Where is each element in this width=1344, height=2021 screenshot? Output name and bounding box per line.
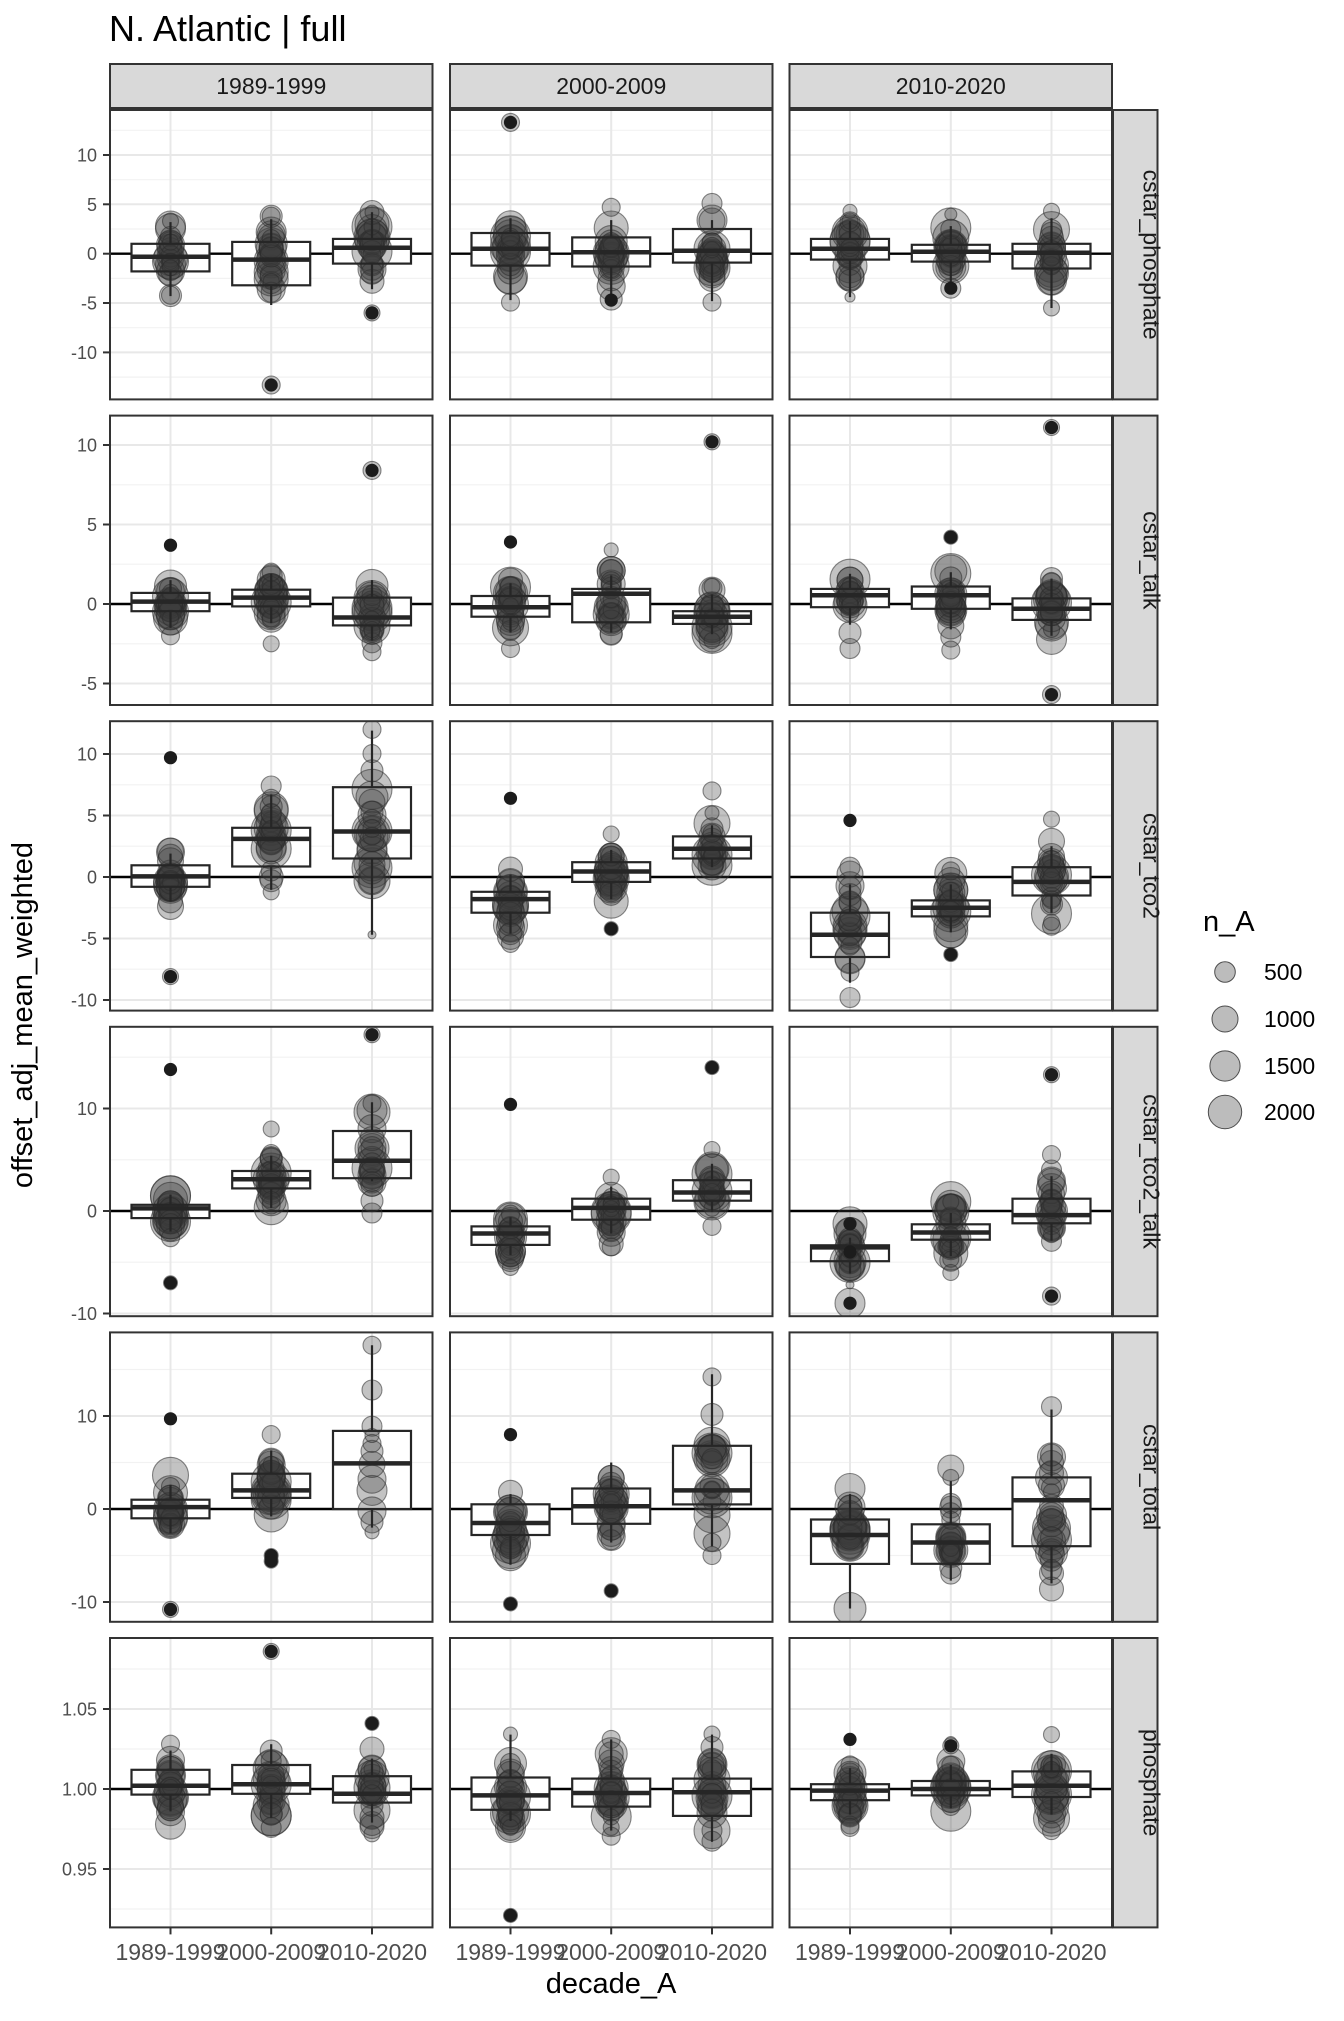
svg-text:2000: 2000 [1264,1099,1315,1125]
svg-text:10: 10 [77,146,97,166]
svg-text:10: 10 [77,745,97,765]
svg-text:1989-1999: 1989-1999 [216,73,326,99]
svg-text:2010-2020: 2010-2020 [896,73,1006,99]
svg-text:5: 5 [87,806,97,826]
svg-text:-10: -10 [71,343,97,363]
svg-text:2000-2009: 2000-2009 [556,1939,666,1965]
svg-text:0: 0 [87,595,97,615]
svg-text:10: 10 [77,436,97,456]
svg-text:5: 5 [87,515,97,535]
svg-text:0: 0 [87,244,97,264]
svg-text:1989-1999: 1989-1999 [795,1939,905,1965]
svg-text:1000: 1000 [1264,1006,1315,1032]
svg-text:-5: -5 [81,674,97,694]
svg-text:1989-1999: 1989-1999 [116,1939,226,1965]
svg-text:N. Atlantic | full: N. Atlantic | full [109,8,346,49]
svg-text:1989-1999: 1989-1999 [456,1939,566,1965]
svg-text:2010-2020: 2010-2020 [657,1939,767,1965]
svg-text:cstar_tco2_talk: cstar_tco2_talk [1138,1094,1164,1249]
svg-text:n_A: n_A [1203,906,1255,938]
svg-text:-5: -5 [81,929,97,949]
svg-text:cstar_talk: cstar_talk [1138,511,1164,610]
svg-text:1.05: 1.05 [62,1700,97,1720]
svg-text:10: 10 [77,1099,97,1119]
svg-text:cstar_phosphate: cstar_phosphate [1138,170,1164,340]
svg-text:decade_A: decade_A [546,1968,677,2000]
svg-text:2010-2020: 2010-2020 [317,1939,427,1965]
svg-text:0: 0 [87,1500,97,1520]
svg-text:1.00: 1.00 [62,1780,97,1800]
svg-text:cstar_total: cstar_total [1138,1424,1164,1530]
svg-text:phosphate: phosphate [1138,1729,1164,1836]
svg-text:2000-2009: 2000-2009 [216,1939,326,1965]
svg-text:2000-2009: 2000-2009 [556,73,666,99]
svg-text:10: 10 [77,1407,97,1427]
svg-text:0.95: 0.95 [62,1860,97,1880]
svg-text:0: 0 [87,868,97,888]
svg-text:5: 5 [87,195,97,215]
svg-text:-10: -10 [71,991,97,1011]
svg-text:0: 0 [87,1202,97,1222]
svg-text:-10: -10 [71,1593,97,1613]
svg-text:-5: -5 [81,294,97,314]
svg-text:2000-2009: 2000-2009 [896,1939,1006,1965]
svg-text:cstar_tco2: cstar_tco2 [1138,813,1164,919]
svg-text:-10: -10 [71,1304,97,1324]
svg-text:1500: 1500 [1264,1053,1315,1079]
svg-text:2010-2020: 2010-2020 [997,1939,1107,1965]
svg-text:500: 500 [1264,959,1302,985]
svg-text:offset_adj_mean_weighted: offset_adj_mean_weighted [7,842,39,1188]
